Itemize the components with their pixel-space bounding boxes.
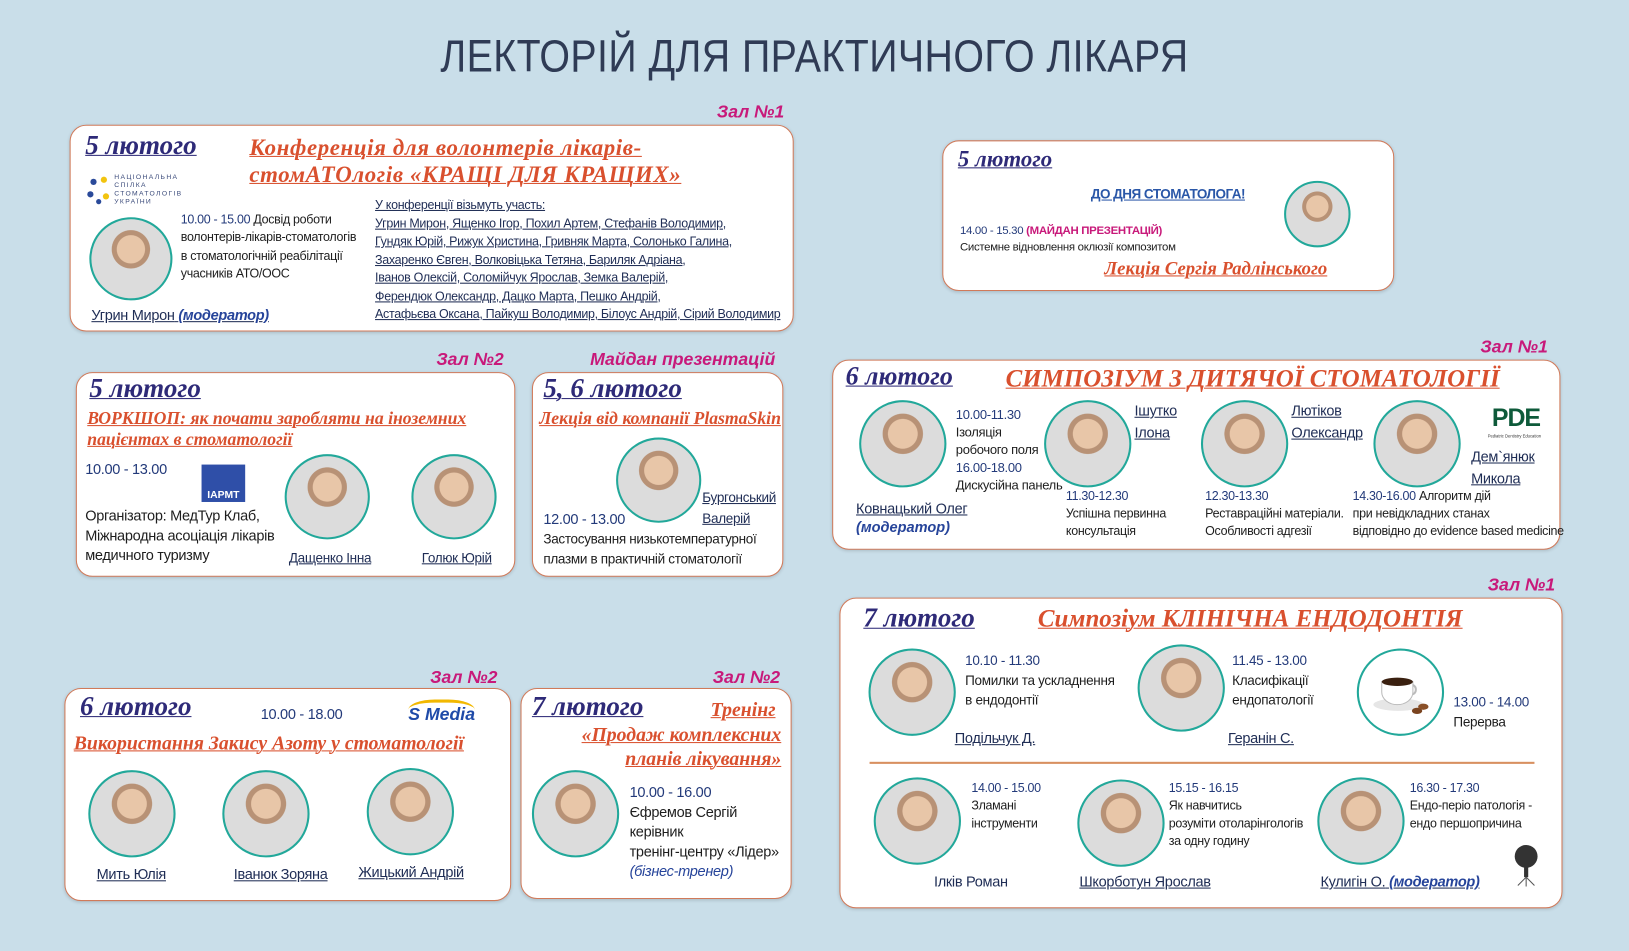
speaker-name: Шкорботун Ярослав	[1079, 873, 1211, 890]
page-title: ЛЕКТОРІЙ ДЛЯ ПРАКТИЧНОГО ЛІКАРЯ	[440, 31, 1189, 83]
avatar	[222, 770, 310, 858]
event-label: Тренінг	[710, 699, 776, 722]
event-title: Використання Закису Азоту у стоматології	[73, 732, 464, 755]
training-card: 7 лютого Тренінг «Продаж комплексних план…	[520, 688, 792, 899]
iapmt-logo: IAPMT	[201, 464, 246, 502]
tree-logo-icon	[1514, 844, 1538, 887]
avatar	[1044, 400, 1132, 488]
pde-logo-subtitle: Pediatric Dentistry Education	[1487, 433, 1542, 439]
speaker-name: Подільчук Д.	[954, 729, 1036, 747]
talk-description: 14.30-16.00 Алгоритм дій при невідкладних…	[1352, 488, 1564, 539]
talk-description: 11.30-12.30 Успішна первинна консультація	[1065, 488, 1166, 539]
event-heading: ДО ДНЯ СТОМАТОЛОГА!	[1090, 186, 1246, 202]
avatar	[1200, 400, 1289, 488]
event-date: 6 лютого	[79, 691, 192, 722]
conference-card: 5 лютого Конференція для волонтерів ліка…	[69, 124, 794, 332]
event-time: 10.00 - 13.00	[85, 460, 167, 478]
participants-list: У конференції візьмуть участь: Угрин Мир…	[375, 197, 781, 322]
avatar	[1077, 779, 1165, 867]
speaker-name: Дем`янюк Микола	[1471, 447, 1535, 487]
avatar	[1137, 644, 1225, 732]
speaker-name: Бургонський Валерій	[702, 489, 776, 526]
avatar	[859, 400, 947, 488]
event-date: 7 лютого	[863, 602, 975, 633]
nssu-logo: НАЦІОНАЛЬНА СПІЛКА СТОМАТОЛОГІВ УКРАЇНИ	[85, 174, 199, 206]
speaker-name: Голюк Юрій	[421, 549, 492, 566]
speaker-name: Лютіков Олександр	[1291, 402, 1363, 441]
avatar	[366, 768, 454, 856]
talk-description: 10.10 - 11.30 Помилки та ускладнення в енд…	[965, 652, 1115, 708]
event-title: Конференція для волонтерів лікарів-стомА…	[249, 134, 682, 188]
nitrous-card: 6 лютого 10.00 - 18.00 S Media Використа…	[64, 688, 512, 902]
hall-label: Зал №1	[1487, 574, 1556, 595]
hall-label: Зал №1	[716, 101, 785, 122]
talk-description: 10.00 - 15.00 Досвід роботи волонтерів-л…	[180, 212, 357, 281]
event-date: 7 лютого	[531, 691, 644, 722]
hall-label: Зал №1	[1480, 336, 1548, 357]
avatar	[89, 217, 173, 301]
speaker-name: Дащенко Інна	[288, 549, 372, 566]
event-date: 5, 6 лютого	[543, 373, 682, 404]
moderator-label: (модератор)	[856, 518, 950, 536]
speaker-name: Ілків Роман	[933, 873, 1008, 890]
avatar	[1317, 777, 1405, 865]
event-title: ВОРКШОП: як почати заробляти на іноземни…	[87, 408, 467, 450]
hall-label: Зал №2	[712, 667, 781, 687]
talk-description: 10.00-11.30 Ізоляція робочого поля 16.00-18…	[955, 407, 1063, 493]
event-date: 5 лютого	[957, 145, 1053, 172]
endo-card: 7 лютого Симпозіум КЛІНІЧНА ЕНДОДОНТІЯ 1…	[839, 597, 1563, 909]
trainer-info: 10.00 - 16.00 Єфремов Сергій керівник трені…	[629, 783, 780, 880]
avatar	[88, 770, 176, 858]
hall-label: Майдан презентацій	[590, 349, 776, 369]
speaker-name: Кулигін О. (модератор)	[1320, 873, 1480, 890]
avatar	[868, 648, 956, 736]
avatar	[616, 437, 702, 523]
avatar	[1373, 400, 1461, 488]
plasmaskin-card: 5, 6 лютого Лекція від компанії PlasmaSk…	[531, 372, 784, 577]
event-title: «Продаж комплексних планів лікування»	[581, 724, 782, 770]
event-date: 6 лютого	[845, 362, 953, 391]
speaker-name: Ковнацький Олег	[856, 499, 968, 517]
radlinsky-card: 5 лютого ДО ДНЯ СТОМАТОЛОГА! 14.00 - 15.…	[942, 140, 1395, 292]
pde-logo: PDE	[1491, 404, 1541, 433]
workshop-card: 5 лютого ВОРКШОП: як почати заробляти на…	[75, 372, 516, 577]
hall-label: Зал №2	[430, 667, 498, 687]
avatar	[284, 454, 370, 540]
talk-description: Застосування низькотемпературної плазми в…	[543, 531, 757, 567]
event-title: Симпозіум КЛІНІЧНА ЕНДОДОНТІЯ	[1037, 605, 1463, 633]
coffee-cup-icon	[1356, 648, 1445, 736]
event-time: 10.00 - 18.00	[260, 705, 343, 723]
moderator-name: Угрин Мирон (модератор)	[91, 306, 269, 324]
speaker-name: Ішутко Ілона	[1134, 402, 1177, 441]
organizer-text: Організатор: МедТур Клаб, Міжнародна асоц…	[85, 507, 275, 564]
speaker-name: Жицький Андрій	[358, 863, 464, 881]
break-description: 13.00 - 14.00 Перерва	[1453, 694, 1529, 730]
speaker-name: Мить Юлія	[96, 865, 167, 883]
speaker-name: Іванюк Зоряна	[233, 865, 328, 883]
event-title: СИМПОЗІУМ З ДИТЯЧОЇ СТОМАТОЛОГІЇ	[1005, 365, 1500, 393]
talk-description: 14.00 - 15.30 (МАЙДАН ПРЕЗЕНТАЦІЙ) Систе…	[959, 224, 1176, 254]
speaker-name: Геранін С.	[1227, 729, 1294, 747]
avatar	[411, 454, 497, 540]
event-title: Лекція від компанії PlasmaSkin	[539, 408, 781, 429]
talk-description: 12.30-13.30 Реставраційні матеріали. Особл…	[1205, 488, 1344, 539]
pediatric-card: 6 лютого СИМПОЗІУМ З ДИТЯЧОЇ СТОМАТОЛОГІ…	[832, 359, 1564, 550]
hall-label: Зал №2	[436, 349, 504, 369]
talk-description: 15.15 - 16.15 Як навчитись розуміти отолар…	[1168, 780, 1304, 849]
event-date: 5 лютого	[89, 373, 201, 404]
divider	[869, 761, 1535, 764]
event-date: 5 лютого	[85, 129, 197, 161]
event-time: 12.00 - 13.00	[543, 510, 626, 527]
avatar	[531, 770, 620, 858]
smedia-logo: S Media	[408, 699, 476, 725]
talk-description: 16.30 - 17.30 Ендо-періо патологія - ендо …	[1409, 780, 1532, 831]
avatar	[873, 777, 961, 865]
talk-description: 14.00 - 15.00 Зламані інструменти	[971, 780, 1041, 831]
avatar	[1284, 180, 1351, 248]
talk-description: 11.45 - 13.00 Класифікації ендопатології	[1232, 652, 1314, 708]
lecture-title: Лекція Сергія Радлінського	[1104, 257, 1328, 279]
nssu-logo-icon	[87, 176, 110, 205]
